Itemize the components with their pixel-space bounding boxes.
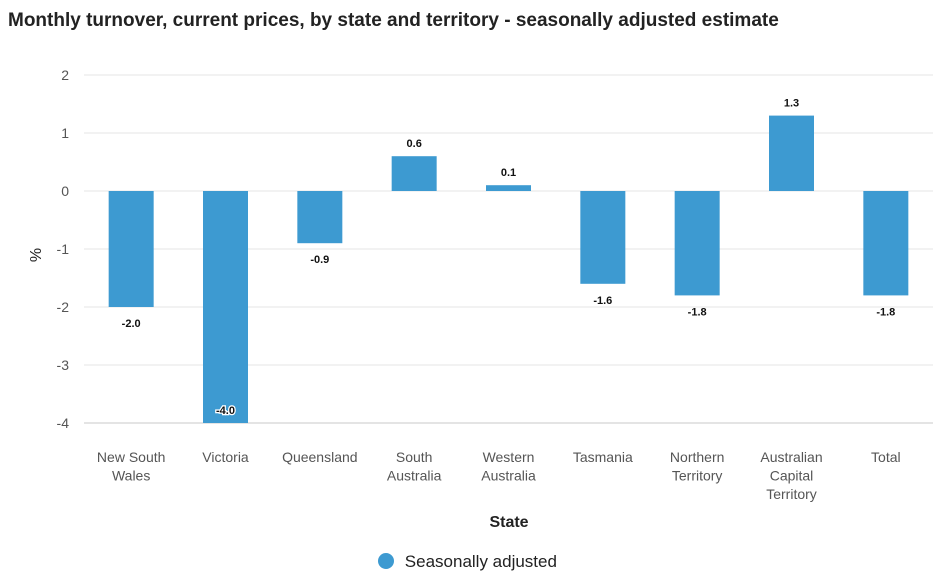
y-tick-label: -3: [57, 357, 70, 373]
bar: [580, 191, 626, 284]
data-label: -1.8: [876, 306, 895, 318]
x-tick-label: Northern: [670, 449, 724, 465]
x-tick-label: Australia: [387, 468, 442, 484]
x-tick-label: Victoria: [202, 449, 249, 465]
x-tick-label: Western: [483, 449, 535, 465]
bar: [391, 156, 437, 191]
y-tick-label: -4: [57, 415, 70, 431]
legend-swatch-icon: [378, 553, 395, 569]
data-label: -1.8: [688, 306, 707, 318]
x-tick-label: Territory: [672, 468, 723, 484]
y-axis-ticks: 2 1 0 -1 -2 -3 -4: [57, 67, 70, 431]
x-tick-label: Total: [871, 449, 901, 465]
x-axis-title: State: [489, 514, 528, 531]
data-label: -4.0: [216, 405, 235, 417]
y-tick-label: 1: [61, 125, 69, 141]
bar: [297, 191, 343, 244]
x-tick-label: New South: [97, 449, 165, 465]
y-tick-label: 2: [61, 67, 69, 83]
data-label: -2.0: [122, 318, 141, 330]
x-tick-label: Queensland: [282, 449, 358, 465]
bar: [203, 191, 248, 423]
data-label: -0.9: [310, 254, 329, 266]
x-tick-label: Territory: [766, 486, 817, 502]
y-axis-title: %: [28, 248, 45, 262]
data-labels: -2.0 -4.0 -0.9 0.6 0.1 -1.6 -1.8 1.3 -1.8: [122, 98, 896, 419]
bar: [769, 115, 814, 191]
x-tick-label: Tasmania: [573, 449, 633, 465]
y-tick-label: -1: [57, 241, 70, 257]
x-tick-label: South: [396, 449, 433, 465]
y-tick-label: 0: [61, 183, 69, 199]
data-label: -1.6: [593, 295, 612, 307]
data-label: 1.3: [784, 98, 799, 110]
x-tick-label: Australia: [481, 468, 536, 484]
y-tick-label: -2: [57, 299, 70, 315]
bar: [863, 191, 909, 296]
bar: [674, 191, 720, 296]
data-label: 0.1: [501, 167, 516, 179]
bar: [486, 185, 531, 191]
bar: [108, 191, 154, 307]
bars: [108, 115, 909, 423]
x-tick-label: Australian: [760, 449, 822, 465]
x-axis-ticks: New South Wales Victoria Queensland South Aus…: [97, 449, 901, 502]
data-label: 0.6: [407, 138, 422, 150]
x-tick-label: Capital: [770, 468, 814, 484]
legend-label: Seasonally adjusted: [404, 552, 557, 571]
x-tick-label: Wales: [112, 468, 150, 484]
legend[interactable]: Seasonally adjusted: [0, 552, 935, 572]
chart-title: Monthly turnover, current prices, by sta…: [8, 10, 779, 31]
